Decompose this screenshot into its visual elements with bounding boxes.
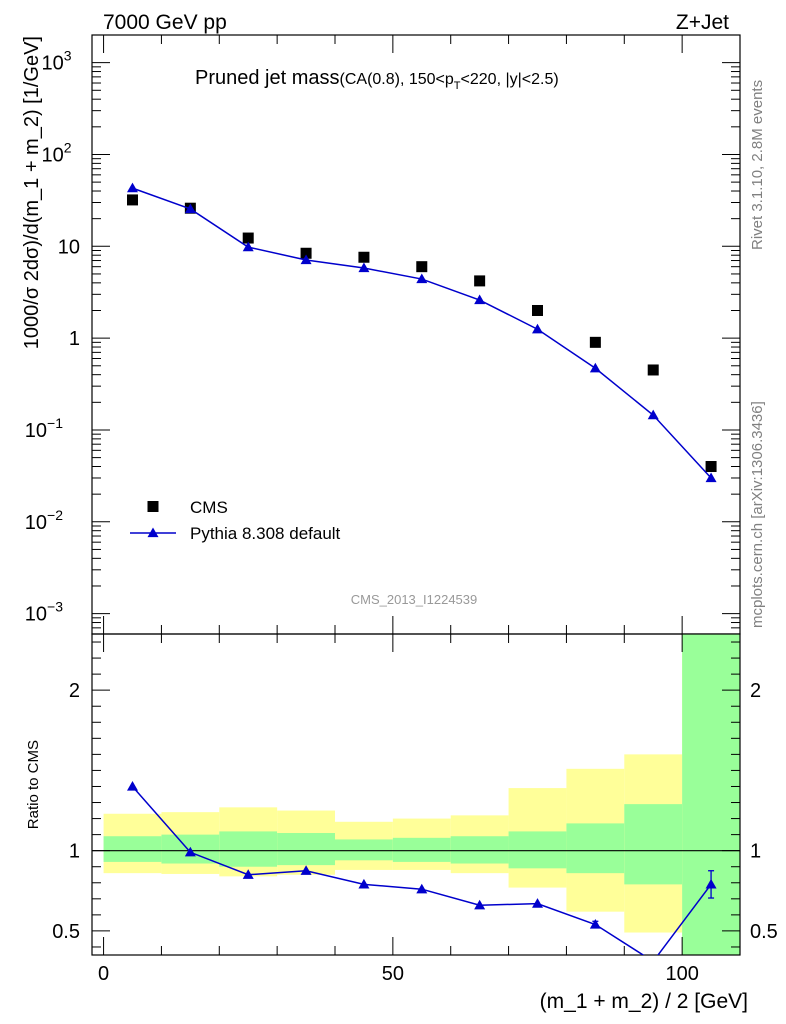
ratio-band-stat [450, 836, 509, 864]
ratio-data-point [127, 780, 138, 791]
mcplots-label: mcplots.cern.ch [arXiv:1306.3436] [749, 401, 766, 628]
header-left-label: 7000 GeV pp [103, 11, 227, 34]
y-tick-label: 102 [41, 139, 71, 166]
ratio-band-stat [335, 839, 393, 861]
mc-data-point [184, 203, 196, 214]
legend-cms-marker [147, 501, 159, 512]
mc-data-point [358, 262, 370, 273]
cms-data-point [532, 304, 543, 316]
mc-data-point [705, 472, 717, 483]
ratio-band-stat [566, 823, 625, 874]
header-right-label: Z+Jet [676, 11, 729, 34]
ratio-band-stat [624, 804, 683, 885]
mc-data-point [474, 294, 486, 305]
ratio-data-point [589, 919, 601, 929]
y-tick-label: 10−3 [25, 599, 63, 626]
legend-cms-label: CMS [190, 498, 228, 517]
ratio-y-tick-label-right: 2 [750, 680, 761, 702]
cms-data-point [127, 194, 138, 206]
cms-data-point [416, 261, 428, 273]
x-tick-label: 100 [665, 963, 698, 985]
ratio-data-point [184, 846, 196, 857]
plot-title-sub-sub: T [454, 80, 461, 92]
mc-data-point [416, 273, 428, 284]
mc-data-point [127, 182, 138, 193]
x-axis-label: (m_1 + m_2) / 2 [GeV] [540, 990, 748, 1013]
x-tick-label: 0 [98, 963, 109, 985]
legend-mc-marker [147, 527, 159, 538]
cms-data-point [358, 251, 370, 263]
y-tick-label: 1 [69, 328, 80, 350]
ratio-data-point [300, 865, 312, 875]
plot-title: Pruned jet mass(CA(0.8), 150<pT<220, |y|… [195, 67, 559, 92]
mc-data-point [647, 409, 659, 420]
ratio-y-axis-label: Ratio to CMS [25, 740, 42, 829]
cms-data-point [705, 461, 717, 473]
ratio-y-tick-label: 2 [69, 680, 80, 702]
mc-data-point [242, 241, 254, 252]
y-tick-label: 10−2 [25, 507, 63, 534]
cms-data-point [300, 247, 312, 259]
legend-mc-label: Pythia 8.308 default [190, 524, 341, 543]
ratio-band-stat [508, 831, 567, 869]
ratio-band-stat [392, 837, 451, 862]
y-tick-label: 10−1 [25, 415, 63, 442]
ratio-data-point [705, 878, 717, 889]
mc-data-point [532, 323, 543, 334]
main-frame [91, 34, 741, 635]
cms-data-point [647, 364, 659, 376]
ratio-frame [91, 633, 741, 956]
ratio-band-stat [219, 831, 278, 867]
legend: CMS Pythia 8.308 default [130, 498, 341, 543]
ratio-band-stat [277, 833, 335, 866]
cms-data-point [474, 275, 486, 287]
ratio-y-tick-label-right: 0.5 [750, 921, 778, 943]
mc-data-point [589, 362, 601, 373]
plot-title-main: Pruned jet mass [195, 67, 340, 89]
ratio-y-tick-label: 0.5 [52, 921, 80, 943]
y-tick-label: 103 [41, 48, 71, 75]
mc-data-point [300, 254, 312, 265]
ratio-data-point [358, 878, 370, 889]
ratio-data-point [242, 869, 254, 879]
ratio-data-point [416, 883, 428, 894]
ratio-data-point [474, 899, 486, 910]
y-tick-label: 10 [58, 236, 80, 258]
x-tick-label: 50 [382, 963, 404, 985]
ratio-data-point [532, 898, 543, 908]
cms-data-point [242, 232, 254, 244]
ratio-band-stat [682, 634, 740, 955]
plot-title-sub-a: (CA(0.8), 150<p [340, 71, 454, 88]
ratio-band-stat [103, 836, 162, 862]
rivet-label: Rivet 3.1.10, 2.8M events [749, 80, 766, 250]
ratio-y-tick-label: 1 [69, 841, 80, 863]
cms-data-point [589, 336, 601, 348]
ratio-y-tick-label-right: 1 [750, 841, 761, 863]
ratio-panel: 0 50 100 0.5 0.5 1 1 2 2 [52, 633, 778, 985]
analysis-watermark: CMS_2013_I1224539 [351, 592, 478, 607]
mc-series-line [132, 187, 712, 479]
main-y-axis-label: 1000/σ 2dσ)/d(m_1 + m_2) [1/GeV] [21, 36, 43, 349]
plot-title-sub-b: <220, |y|<2.5) [461, 71, 559, 88]
main-panel: 10−3 10−2 10−1 1 10 102 103 [25, 34, 741, 635]
